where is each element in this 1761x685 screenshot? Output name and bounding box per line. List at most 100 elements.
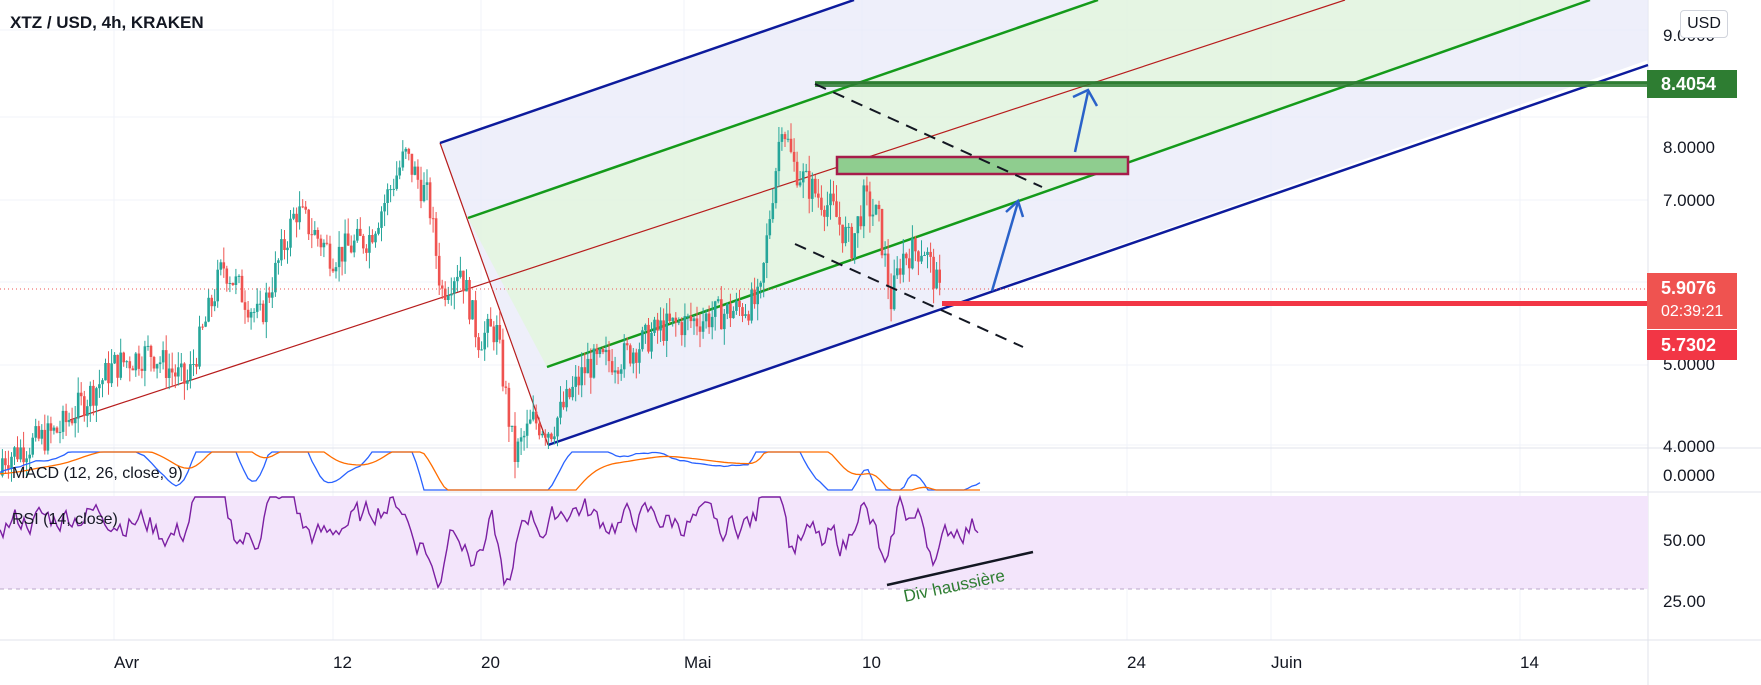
candle-body xyxy=(871,214,875,217)
candle-body xyxy=(101,380,104,385)
candle-body xyxy=(143,346,147,371)
candle-body xyxy=(795,161,799,186)
candle-body xyxy=(58,431,62,433)
candle-body xyxy=(829,193,832,206)
candle-body xyxy=(571,386,574,398)
candle-body xyxy=(489,318,492,327)
candle-body xyxy=(495,325,499,343)
candle-body xyxy=(898,268,902,275)
candle-body xyxy=(783,134,787,140)
candle-body xyxy=(322,242,326,248)
candle-body xyxy=(607,349,611,362)
candle-body xyxy=(568,388,571,398)
candle-body xyxy=(807,170,811,199)
candle-body xyxy=(104,363,107,381)
candle-body xyxy=(659,320,662,331)
candle-body xyxy=(580,367,583,386)
candle-body xyxy=(747,314,750,321)
candle-body xyxy=(380,211,383,228)
candle-body xyxy=(559,401,562,418)
candle-body xyxy=(507,387,511,427)
candle-body xyxy=(25,458,28,463)
support-price-tag: 5.7302 xyxy=(1647,330,1737,360)
candle-body xyxy=(477,337,480,351)
candle-body xyxy=(865,185,869,192)
candle-body xyxy=(938,269,941,283)
price-tick: 8.0000 xyxy=(1663,138,1715,157)
time-label: 10 xyxy=(862,653,881,672)
candle-body xyxy=(447,295,450,300)
candle-body xyxy=(204,321,207,327)
candle-body xyxy=(180,363,183,368)
candle-body xyxy=(544,433,547,438)
candle-body xyxy=(19,447,22,460)
candle-body xyxy=(328,243,332,269)
time-label: Juin xyxy=(1271,653,1302,672)
candle-body xyxy=(817,193,820,198)
candle-body xyxy=(343,233,347,262)
candle-body xyxy=(237,275,241,277)
candle-body xyxy=(604,349,608,353)
candle-body xyxy=(89,385,92,407)
candle-body xyxy=(932,256,935,289)
candle-body xyxy=(841,224,844,244)
candle-body xyxy=(116,354,119,378)
candle-body xyxy=(716,299,720,302)
candle-body xyxy=(295,213,298,223)
candle-body xyxy=(701,321,705,332)
candle-body xyxy=(583,367,587,374)
candle-body xyxy=(877,204,881,210)
candle-body xyxy=(541,433,544,436)
currency-button[interactable]: USD xyxy=(1680,10,1728,38)
candle-body xyxy=(70,420,74,424)
candle-body xyxy=(868,191,872,217)
candle-body xyxy=(707,313,711,328)
candle-body xyxy=(113,354,116,364)
candle-body xyxy=(713,301,717,317)
candle-body xyxy=(337,246,341,268)
rsi-line xyxy=(0,494,979,589)
candle-body xyxy=(155,364,159,369)
candle-body xyxy=(610,361,614,373)
candle-body xyxy=(726,303,729,314)
candle-body xyxy=(349,245,353,253)
candle-body xyxy=(189,364,192,381)
candle-body xyxy=(789,138,793,152)
candle-body xyxy=(92,385,95,406)
candle-body xyxy=(886,253,890,287)
candle-body xyxy=(856,216,860,234)
candle-body xyxy=(616,370,620,374)
candle-body xyxy=(450,293,453,296)
candle-body xyxy=(501,339,505,387)
candle-body xyxy=(492,326,496,343)
candle-body xyxy=(480,349,483,351)
candle-body xyxy=(698,326,702,332)
resistance-price-tag: 8.4054 xyxy=(1647,70,1737,98)
candle-body xyxy=(453,281,456,294)
candle-body xyxy=(498,325,502,340)
candle-body xyxy=(753,289,756,305)
support-line xyxy=(942,301,1648,306)
candle-body xyxy=(456,276,459,282)
rsi-axis-label: 50.00 xyxy=(1663,531,1706,550)
candle-body xyxy=(110,363,113,384)
pitchfork-median-line xyxy=(69,0,1346,421)
candle-body xyxy=(835,201,838,217)
candle-body xyxy=(686,315,690,317)
time-label: 12 xyxy=(333,653,352,672)
candle-body xyxy=(225,268,229,284)
candle-body xyxy=(234,276,238,285)
candle-body xyxy=(374,233,377,243)
candle-body xyxy=(316,230,320,239)
candle-body xyxy=(255,303,259,312)
macd-label: MACD (12, 26, close, 9) xyxy=(12,465,183,482)
candle-body xyxy=(149,345,153,357)
candle-body xyxy=(486,318,489,333)
candle-body xyxy=(174,372,177,377)
candle-body xyxy=(192,364,195,365)
candle-body xyxy=(292,213,295,219)
candle-body xyxy=(629,345,632,364)
candle-body xyxy=(61,410,65,432)
candle-body xyxy=(880,209,884,256)
